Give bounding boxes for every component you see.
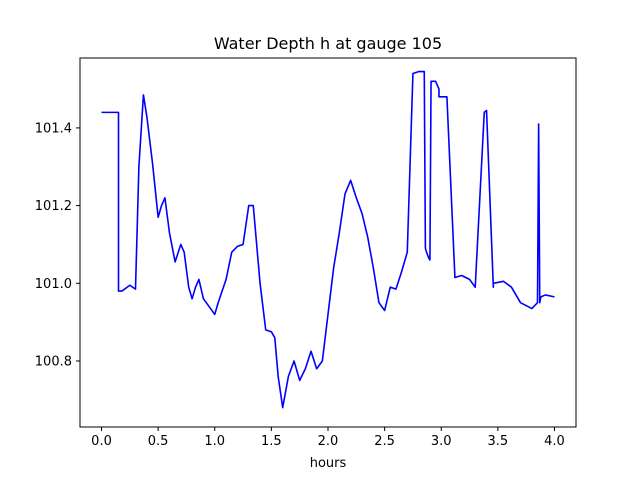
x-tick-label: 1.0	[204, 434, 225, 449]
x-tick-label: 0.5	[148, 434, 169, 449]
x-tick-label: 3.5	[488, 434, 509, 449]
x-axis-label: hours	[310, 456, 347, 471]
y-axis: 100.8 101.0 101.2 101.4	[35, 121, 80, 369]
x-tick-label: 0.0	[91, 434, 112, 449]
y-tick-label: 100.8	[35, 354, 72, 369]
chart-title: Water Depth h at gauge 105	[214, 34, 442, 53]
y-tick-label: 101.4	[35, 121, 72, 136]
series-line-0	[101, 70, 555, 409]
y-tick-label: 101.2	[35, 199, 72, 214]
x-tick-label: 2.5	[374, 434, 395, 449]
x-tick-label: 1.5	[261, 434, 282, 449]
x-tick-label: 4.0	[544, 434, 565, 449]
x-tick-label: 3.0	[431, 434, 452, 449]
x-axis: 0.0 0.5 1.0 1.5 2.0 2.5 3.0 3.5 4.0	[91, 427, 565, 449]
y-tick-label: 101.0	[35, 277, 72, 292]
x-tick-label: 2.0	[318, 434, 339, 449]
